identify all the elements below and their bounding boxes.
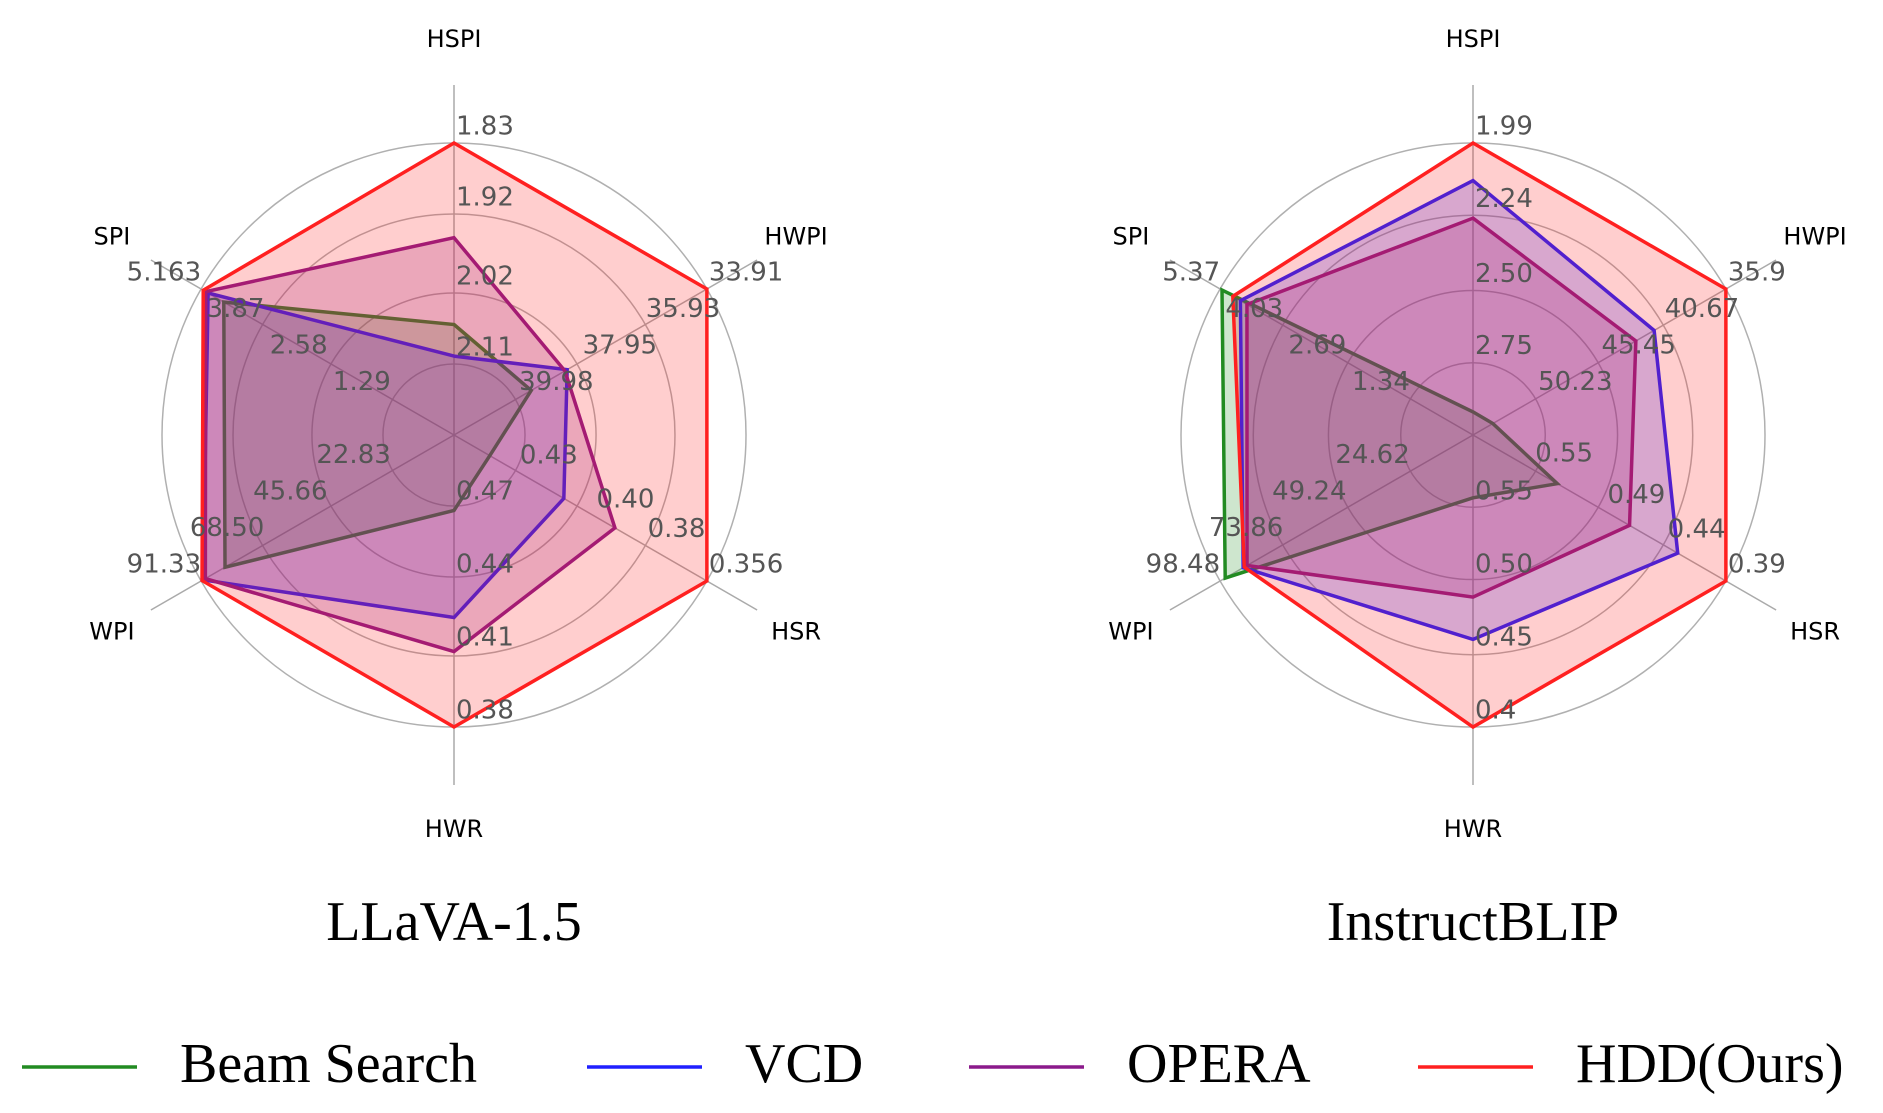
axis-label: HWR — [425, 815, 483, 843]
tick-label: 2.75 — [1475, 331, 1533, 361]
tick-label: 0.4 — [1475, 696, 1516, 726]
tick-label: 0.50 — [1475, 550, 1533, 580]
tick-label: 37.95 — [583, 330, 657, 360]
tick-label: 35.9 — [1728, 258, 1786, 288]
tick-label: 1.99 — [1475, 112, 1533, 142]
tick-label: 0.45 — [1475, 623, 1533, 653]
tick-label: 0.356 — [709, 550, 783, 580]
series-area — [1231, 140, 1728, 730]
series-area — [1238, 178, 1680, 642]
tick-label: 0.47 — [456, 477, 514, 507]
legend-label: Beam Search — [180, 1033, 477, 1095]
axis-line — [150, 259, 455, 436]
tick-label: 91.33 — [127, 550, 201, 580]
tick-label: 2.50 — [1475, 259, 1533, 289]
tick-label: 45.45 — [1601, 331, 1675, 361]
axis-label: WPI — [1108, 618, 1153, 646]
legend-label: HDD(Ours) — [1576, 1033, 1844, 1095]
tick-label: 0.55 — [1475, 477, 1533, 507]
tick-label: 2.11 — [456, 332, 514, 362]
tick-label: 73.86 — [1209, 513, 1283, 543]
tick-label: 0.44 — [1668, 515, 1726, 545]
axis-label: HWPI — [764, 223, 827, 251]
tick-label: 5.37 — [1162, 258, 1220, 288]
axis-label: SPI — [94, 223, 131, 251]
tick-label: 0.43 — [520, 440, 578, 470]
tick-label: 1.29 — [333, 367, 391, 397]
tick-label: 49.24 — [1272, 477, 1346, 507]
tick-label: 39.98 — [519, 367, 593, 397]
axis-label: HSR — [1790, 618, 1840, 646]
tick-label: 33.91 — [709, 258, 783, 288]
tick-label: 1.83 — [456, 112, 514, 142]
legend-label: OPERA — [1127, 1033, 1311, 1095]
series-area — [1220, 287, 1562, 581]
series-area — [201, 290, 569, 620]
tick-label: 0.41 — [456, 623, 514, 653]
tick-label: 24.62 — [1335, 440, 1409, 470]
tick-label: 5.163 — [127, 258, 201, 288]
tick-label: 0.38 — [648, 514, 706, 544]
series-area — [1245, 216, 1638, 599]
tick-label: 40.67 — [1665, 294, 1739, 324]
tick-label: 45.66 — [253, 476, 327, 506]
axis-label: SPI — [1113, 223, 1150, 251]
tick-label: 2.02 — [456, 261, 514, 291]
axis-label: HWR — [1444, 815, 1502, 843]
tick-label: 1.92 — [456, 183, 514, 213]
series-area — [200, 140, 709, 730]
tick-label: 0.38 — [456, 696, 514, 726]
axis-label: HSPI — [427, 25, 482, 53]
tick-label: 0.55 — [1535, 438, 1593, 468]
tick-label: 98.48 — [1146, 550, 1220, 580]
axis-label: HWPI — [1783, 223, 1846, 251]
tick-label: 0.44 — [456, 550, 514, 580]
chart-title: InstructBLIP — [1327, 891, 1619, 953]
tick-label: 2.24 — [1475, 184, 1533, 214]
tick-label: 50.23 — [1538, 367, 1612, 397]
chart-title: LLaVA-1.5 — [326, 891, 582, 953]
tick-label: 2.58 — [270, 331, 328, 361]
tick-label: 35.93 — [646, 294, 720, 324]
axis-label: WPI — [89, 618, 134, 646]
tick-label: 2.69 — [1288, 330, 1346, 360]
series-area — [203, 235, 617, 654]
axis-line — [1169, 434, 1474, 611]
axis-label: HSPI — [1446, 25, 1501, 53]
tick-label: 0.49 — [1607, 480, 1665, 510]
tick-label: 0.39 — [1728, 550, 1786, 580]
tick-label: 68.50 — [190, 513, 264, 543]
legend-label: VCD — [745, 1033, 863, 1095]
tick-label: 0.40 — [596, 485, 654, 515]
tick-label: 22.83 — [316, 440, 390, 470]
series-area — [222, 300, 534, 570]
tick-label: 1.34 — [1352, 367, 1410, 397]
tick-label: 4.03 — [1225, 294, 1283, 324]
tick-label: 3.87 — [207, 294, 265, 324]
axis-label: HSR — [771, 618, 821, 646]
